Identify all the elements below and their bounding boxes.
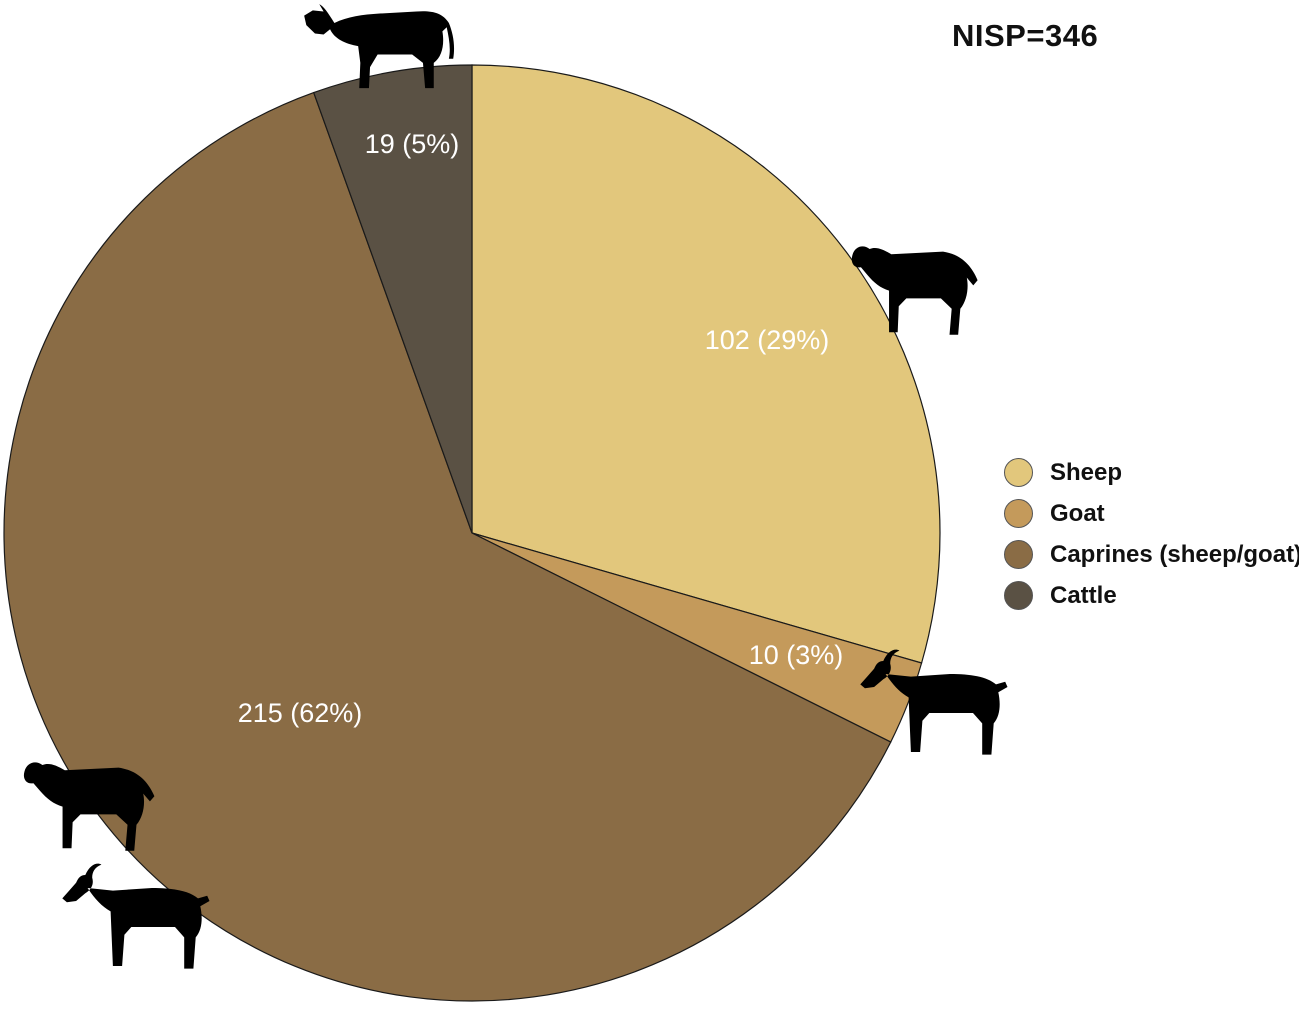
legend-item: Goat bbox=[1004, 493, 1299, 534]
legend-label: Goat bbox=[1050, 499, 1105, 527]
legend-swatch bbox=[1004, 458, 1033, 487]
slice-label: 102 (29%) bbox=[705, 325, 830, 355]
legend-swatch bbox=[1004, 581, 1033, 610]
chart-title: NISP=346 bbox=[952, 18, 1099, 53]
pie-slice-cattle bbox=[312, 64, 473, 534]
legend-label: Caprines (sheep/goat) bbox=[1050, 540, 1299, 568]
slice-label: 10 (3%) bbox=[749, 640, 844, 670]
legend: Sheep Goat Caprines (sheep/goat) Cattle bbox=[1004, 452, 1299, 616]
legend-item: Caprines (sheep/goat) bbox=[1004, 534, 1299, 575]
slice-label: 19 (5%) bbox=[365, 129, 460, 159]
pie-slices bbox=[3, 64, 941, 1002]
legend-swatch bbox=[1004, 540, 1033, 569]
slice-label: 215 (62%) bbox=[238, 698, 363, 728]
legend-item: Cattle bbox=[1004, 575, 1299, 616]
pie-slice-caprines-sheep-goat bbox=[3, 91, 892, 1002]
sheep-icon bbox=[23, 762, 155, 851]
pie-slice-sheep bbox=[471, 64, 941, 664]
legend-label: Sheep bbox=[1050, 458, 1123, 486]
pie-slice-labels: 102 (29%) 10 (3%) 215 (62%) 19 (5%) bbox=[238, 129, 844, 728]
legend-label: Cattle bbox=[1050, 581, 1117, 609]
legend-item: Sheep bbox=[1004, 452, 1299, 493]
legend-swatch bbox=[1004, 499, 1033, 528]
